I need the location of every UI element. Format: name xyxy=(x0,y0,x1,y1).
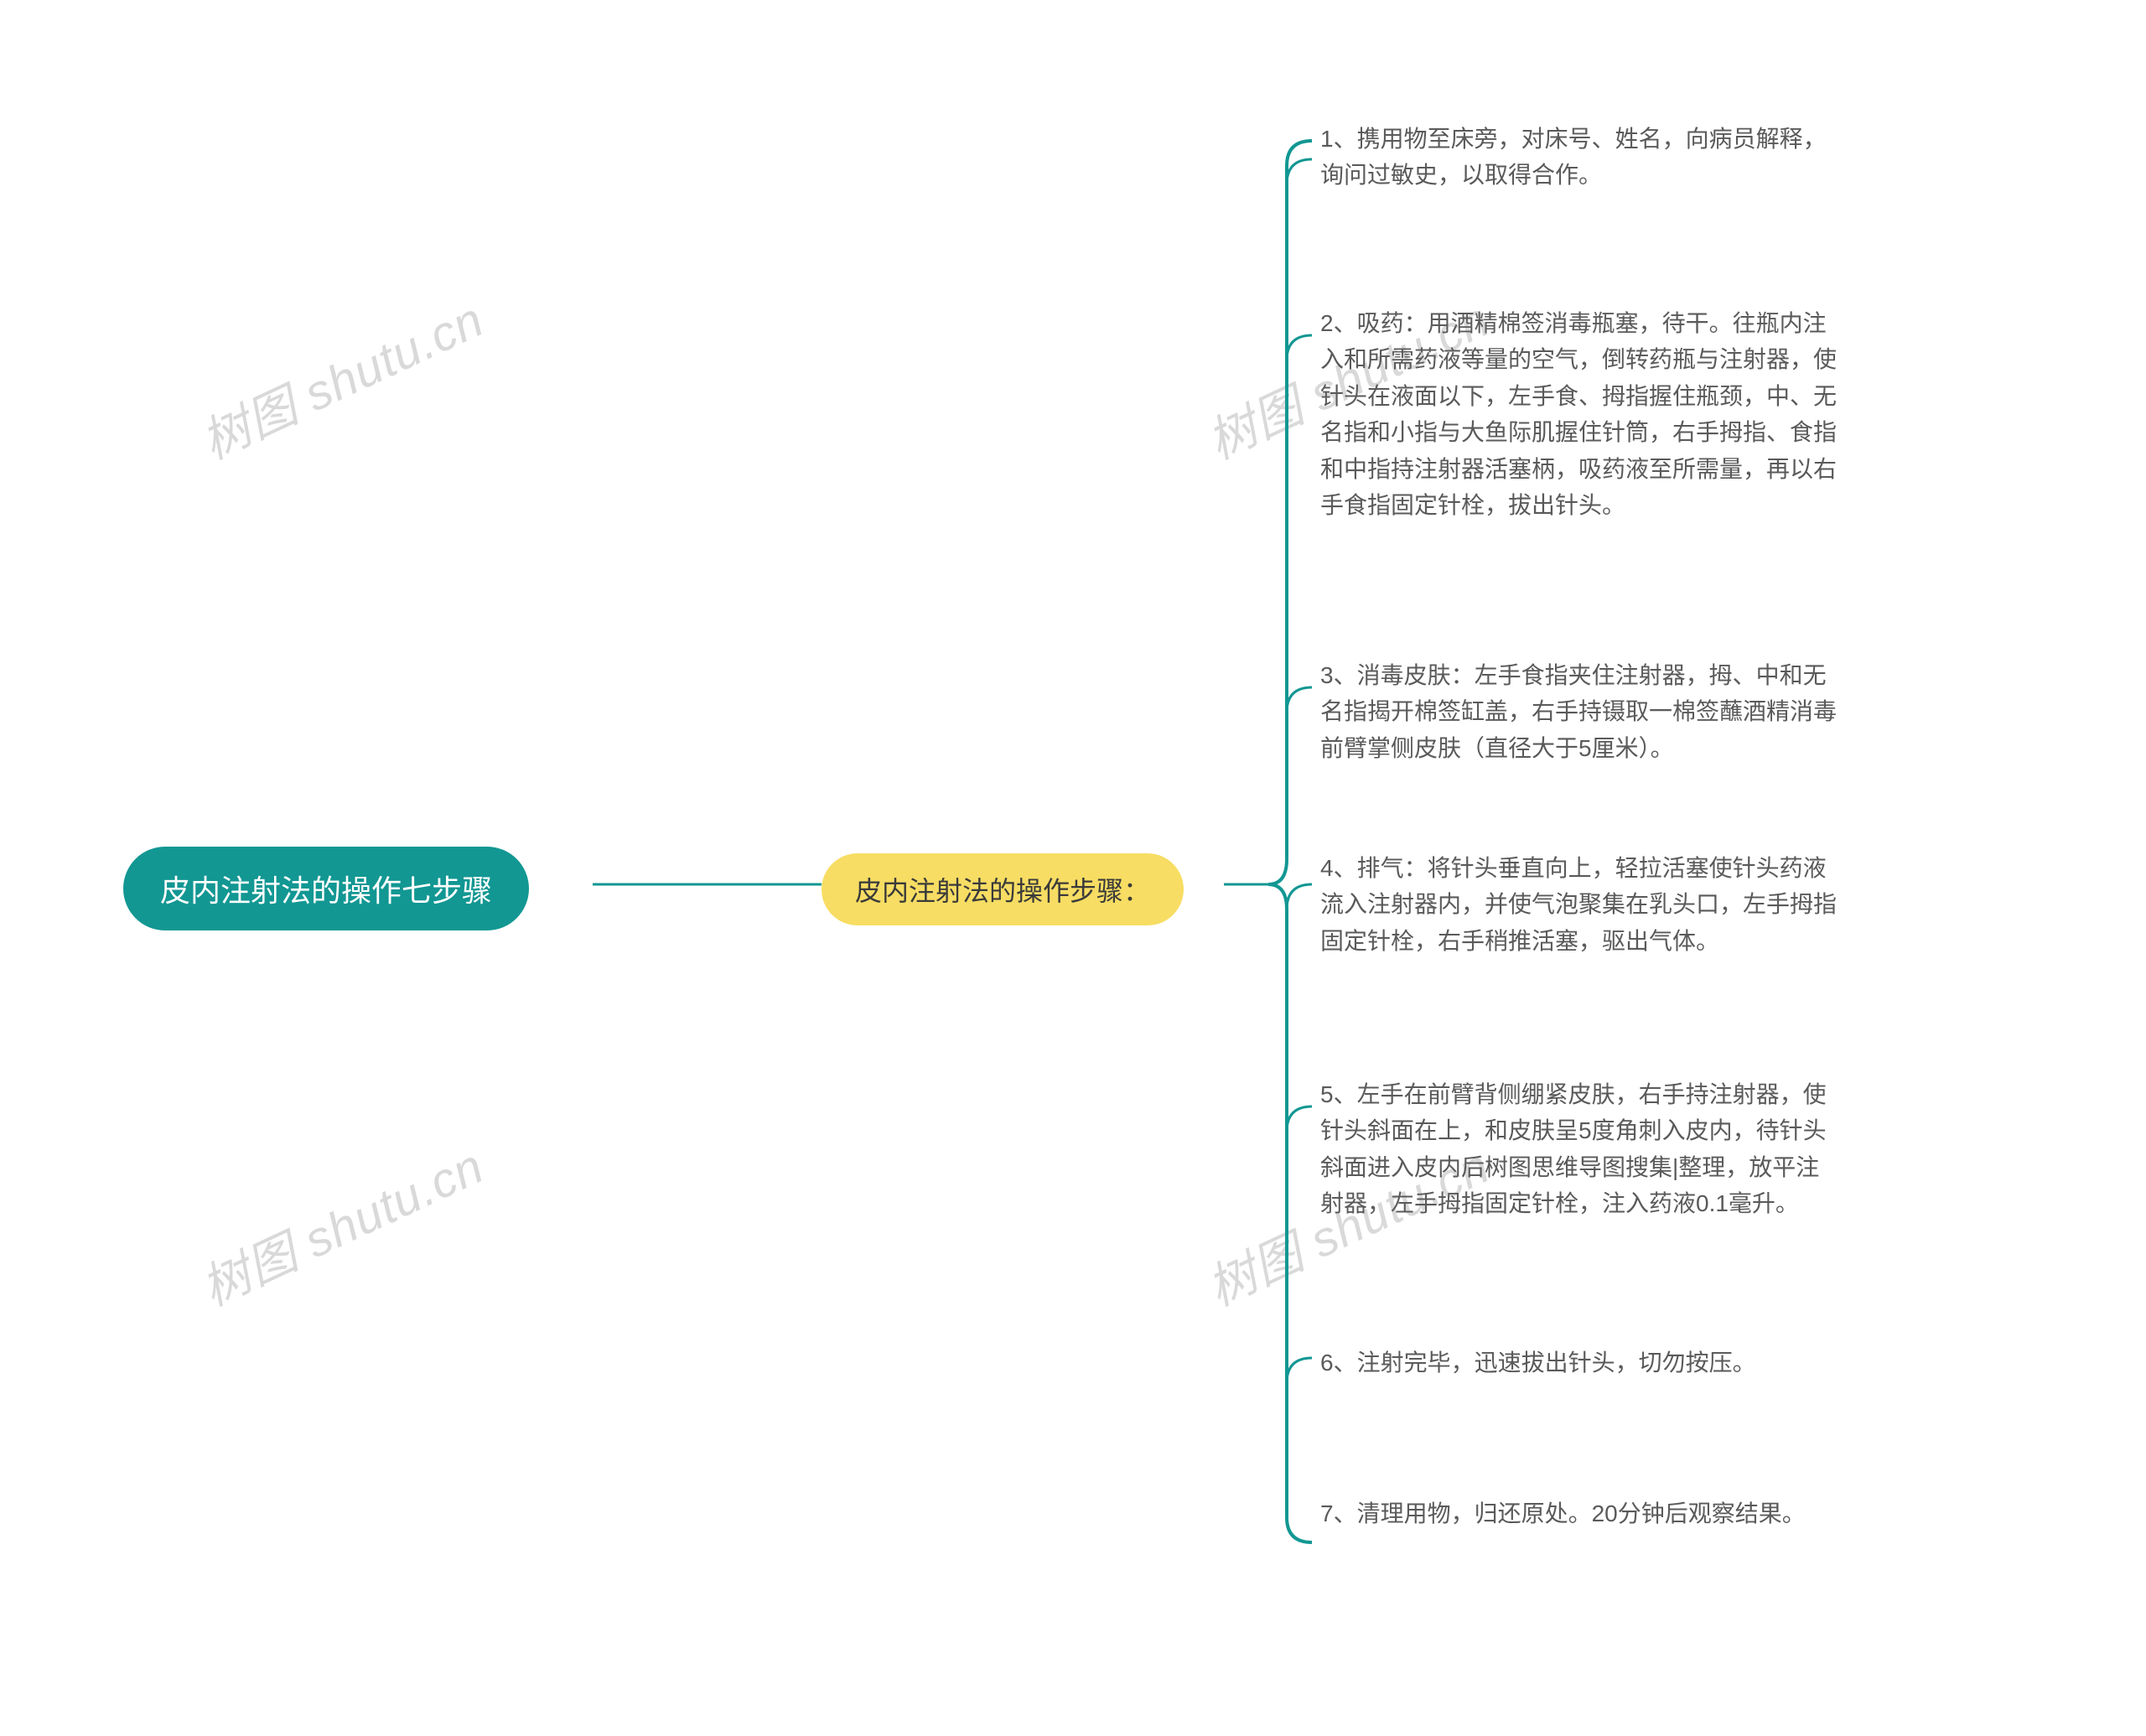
leaf-tick xyxy=(1287,687,1312,713)
root-node[interactable]: 皮内注射法的操作七步骤 xyxy=(123,847,529,930)
leaf-bracket xyxy=(1268,141,1312,1542)
mindmap-canvas: 树图 shutu.cn 树图 shutu.cn 树图 shutu.cn 树图 s… xyxy=(0,0,2146,1736)
leaf-step-7[interactable]: 7、清理用物，归还原处。20分钟后观察结果。 xyxy=(1320,1492,1840,1535)
leaf-step-1[interactable]: 1、携用物至床旁，对床号、姓名，向病员解释，询问过敏史，以取得合作。 xyxy=(1320,117,1840,197)
leaf-tick xyxy=(1287,1106,1312,1132)
watermark: 树图 shutu.cn xyxy=(189,281,494,473)
leaf-tick xyxy=(1287,1358,1312,1383)
leaf-tick xyxy=(1287,1517,1312,1542)
leaf-tick xyxy=(1287,884,1312,909)
leaf-step-3[interactable]: 3、消毒皮肤：左手食指夹住注射器，拇、中和无名指揭开棉签缸盖，右手持镊取一棉签蘸… xyxy=(1320,654,1840,770)
leaf-step-2[interactable]: 2、吸药：用酒精棉签消毒瓶塞，待干。往瓶内注入和所需药液等量的空气，倒转药瓶与注… xyxy=(1320,302,1840,526)
branch-node[interactable]: 皮内注射法的操作步骤： xyxy=(822,853,1184,925)
leaf-step-6[interactable]: 6、注射完毕，迅速拔出针头，切勿按压。 xyxy=(1320,1341,1840,1384)
leaf-tick xyxy=(1287,335,1312,360)
leaf-step-5[interactable]: 5、左手在前臂背侧绷紧皮肤，右手持注射器，使针头斜面在上，和皮肤呈5度角刺入皮内… xyxy=(1320,1073,1840,1226)
watermark: 树图 shutu.cn xyxy=(189,1127,494,1319)
leaf-tick xyxy=(1287,159,1312,184)
leaf-step-4[interactable]: 4、排气：将针头垂直向上，轻拉活塞使针头药液流入注射器内，并使气泡聚集在乳头口，… xyxy=(1320,847,1840,962)
